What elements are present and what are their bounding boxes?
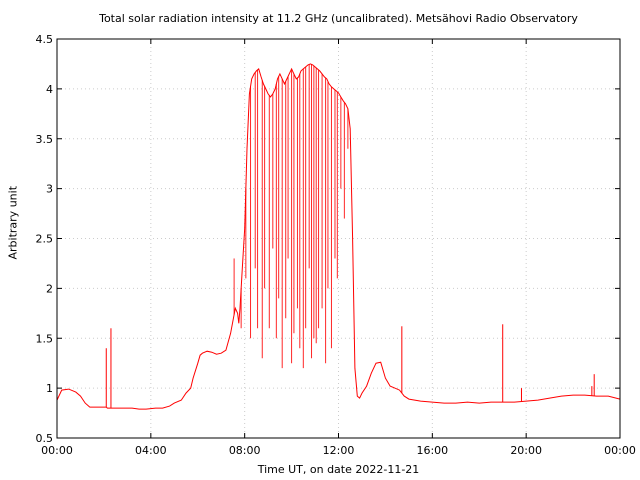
series-group <box>56 63 621 410</box>
x-tick-label: 00:00 <box>41 444 73 457</box>
x-tick-label: 16:00 <box>416 444 448 457</box>
ticks: 00:00 04:00 08:00 12:00 16:00 20:00 00:000.511… <box>36 33 636 457</box>
x-axis-label: Time UT, on date 2022-11-21 <box>257 463 420 476</box>
y-tick-label: 4.5 <box>36 33 54 46</box>
y-tick-label: 0.5 <box>36 432 54 445</box>
y-axis-label: Arbitrary unit <box>6 185 20 260</box>
y-tick-label: 1.5 <box>36 332 54 345</box>
series-line <box>56 63 621 410</box>
y-tick-label: 3 <box>46 183 53 196</box>
x-tick-label: 00:00 <box>604 444 636 457</box>
x-tick-label: 12:00 <box>323 444 355 457</box>
y-tick-label: 4 <box>46 83 53 96</box>
y-tick-label: 2 <box>46 282 53 295</box>
chart-title: Total solar radiation intensity at 11.2 … <box>99 12 578 25</box>
x-tick-label: 20:00 <box>510 444 542 457</box>
y-tick-label: 3.5 <box>36 133 54 146</box>
y-tick-label: 1 <box>46 382 53 395</box>
x-tick-label: 04:00 <box>135 444 167 457</box>
grid <box>57 39 620 438</box>
x-tick-label: 08:00 <box>229 444 261 457</box>
y-tick-label: 2.5 <box>36 233 54 246</box>
